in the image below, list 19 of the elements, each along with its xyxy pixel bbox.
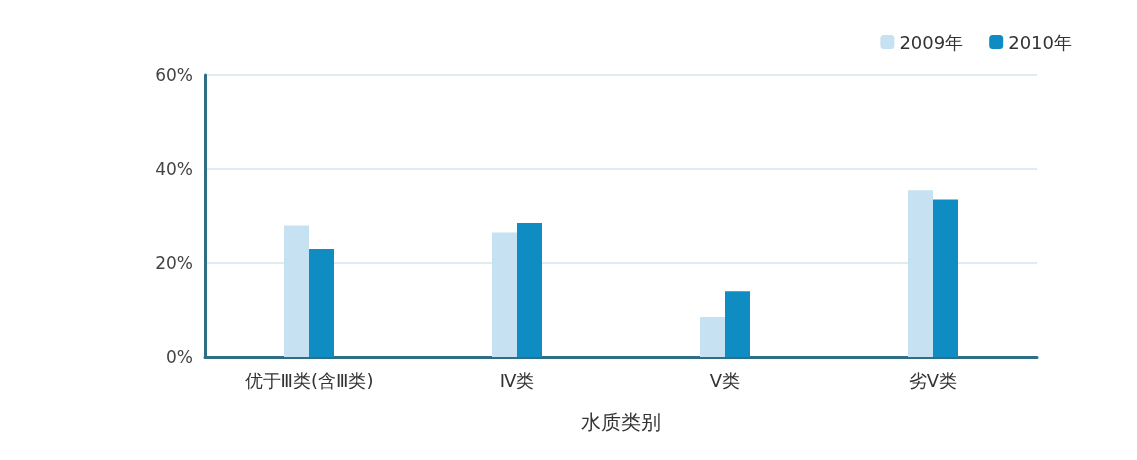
bar (700, 317, 725, 357)
bar (517, 223, 542, 357)
legend-label: 2010年 (1008, 31, 1072, 53)
bar (933, 199, 958, 357)
bar (492, 232, 517, 357)
x-tick-label: 优于Ⅲ类(含Ⅲ类) (244, 369, 374, 391)
bar (284, 225, 309, 357)
x-tick-label: Ⅴ类 (709, 369, 741, 391)
bar (725, 291, 750, 357)
y-tick-label: 20% (155, 253, 193, 273)
legend-label: 2009年 (899, 31, 964, 53)
bar (908, 190, 933, 357)
y-tick-label: 0% (166, 347, 193, 367)
y-tick-label: 60% (155, 65, 193, 85)
x-tick-label: 劣Ⅴ类 (908, 369, 958, 391)
y-tick-label: 40% (155, 159, 193, 179)
bar (309, 248, 334, 357)
x-axis-title: 水质类别 (581, 410, 661, 434)
x-tick-label: Ⅳ类 (499, 369, 535, 391)
